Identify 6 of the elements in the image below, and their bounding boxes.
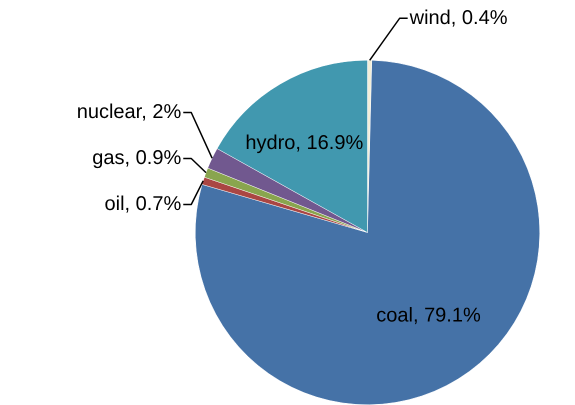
slice-label: wind, 0.4% xyxy=(408,6,508,29)
slice-label: gas, 0.9% xyxy=(92,147,182,170)
slice-label: nuclear, 2% xyxy=(76,101,182,124)
slice-label: oil, 0.7% xyxy=(104,193,182,216)
slice-label: coal, 79.1% xyxy=(376,304,481,326)
slice-label: hydro, 16.9% xyxy=(245,132,364,154)
